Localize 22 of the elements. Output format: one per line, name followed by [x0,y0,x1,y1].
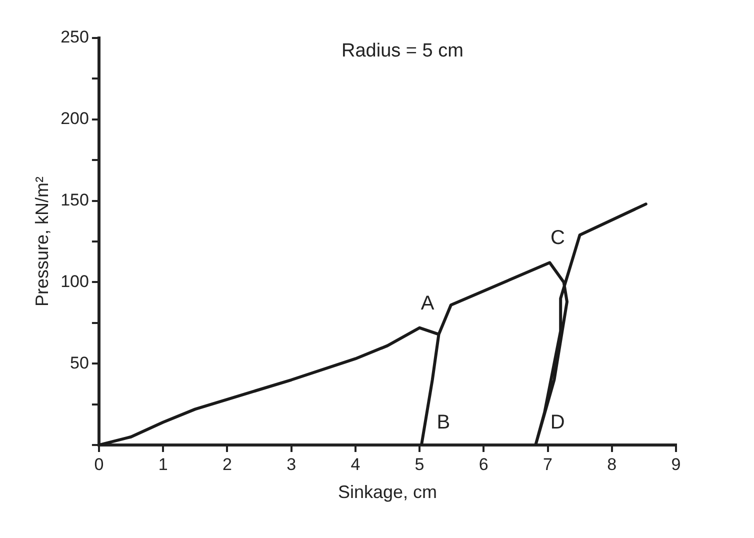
x-tick-label: 6 [478,454,488,474]
x-tick-label: 3 [286,454,296,474]
annotation: D [550,412,565,434]
y-tick-label: 200 [60,109,89,128]
x-tick-label: 2 [222,454,232,474]
chart-title: Radius = 5 cm [341,40,464,62]
annotation: C [550,227,565,250]
x-tick-label: 8 [607,454,617,474]
y-tick-label: 150 [60,190,89,210]
x-tick-label: 4 [350,454,360,474]
y-axis-title: Pressure, kN/m² [32,176,52,307]
annotation: A [420,292,435,314]
x-tick-label: 9 [671,454,681,474]
x-axis-title: Sinkage, cm [338,482,438,502]
y-tick-label: 250 [60,28,89,47]
x-tick-label: 7 [543,454,553,474]
x-tick-label: 1 [158,454,168,474]
x-tick-label: 5 [414,454,424,474]
y-tick-label: 50 [70,353,89,372]
annotation: B [436,412,450,434]
x-tick-label: 0 [94,454,104,474]
y-tick-label: 100 [60,272,89,291]
